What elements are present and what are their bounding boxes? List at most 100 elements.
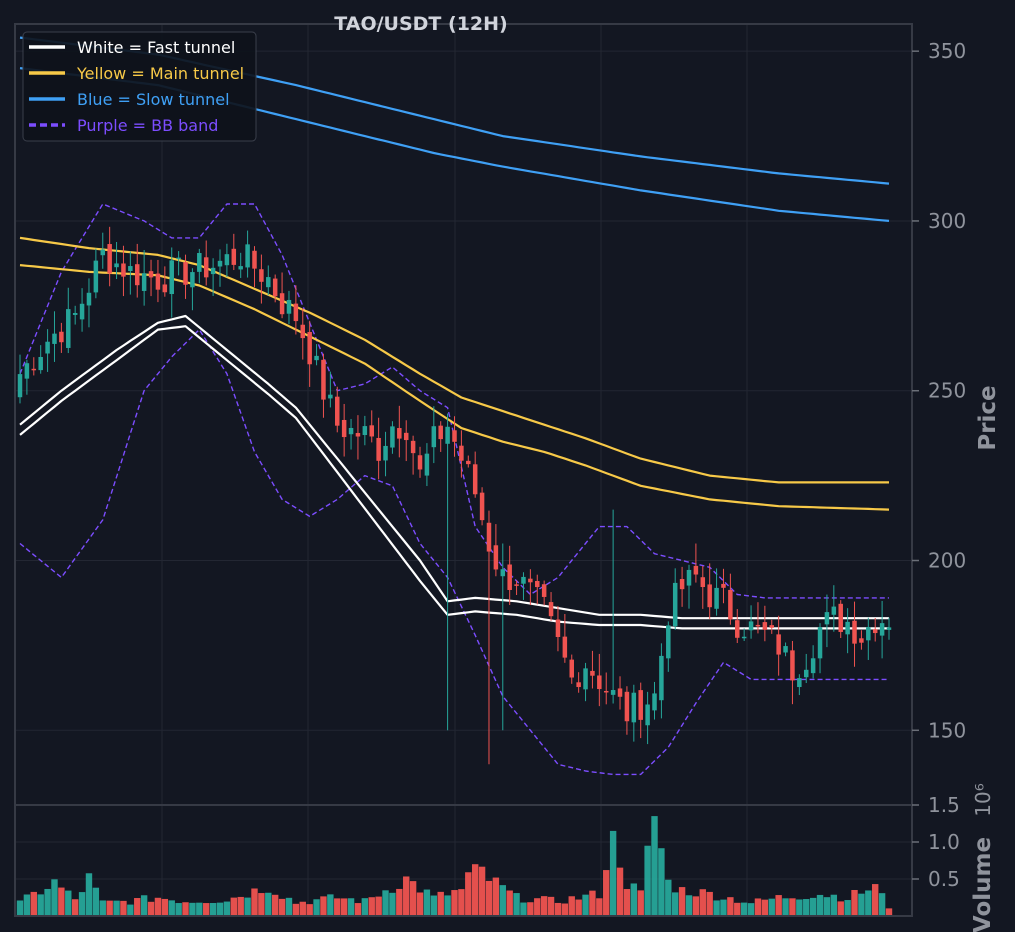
volume-bar <box>113 900 120 916</box>
candle-body <box>790 650 795 681</box>
legend-label: Yellow = Main tunnel <box>76 64 244 83</box>
candle-body <box>128 266 133 272</box>
volume-bar <box>582 894 589 916</box>
volume-bar <box>734 902 741 916</box>
candle-body <box>31 368 37 371</box>
volume-tick-label: 0.5 <box>928 867 960 891</box>
candle-body <box>514 584 519 586</box>
candle-body <box>493 545 499 570</box>
volume-bar <box>485 880 493 916</box>
candle-body <box>755 624 761 627</box>
price-tick-label: 300 <box>928 209 966 233</box>
volume-tick-label: 1.5 <box>928 793 960 817</box>
volume-bar <box>375 896 382 916</box>
volume-bar <box>720 899 727 916</box>
volume-bar <box>58 887 65 916</box>
volume-bar <box>320 896 327 916</box>
candle-body <box>472 464 478 495</box>
volume-bar <box>747 903 755 916</box>
candle-body <box>217 260 223 267</box>
volume-bar <box>51 879 58 916</box>
volume-bar <box>354 903 362 916</box>
volume-bar <box>803 899 810 916</box>
price-axis-label: Price <box>975 385 1001 450</box>
volume-bar <box>609 830 617 916</box>
candle-body <box>24 363 30 379</box>
candle-body <box>838 603 843 632</box>
candle-body <box>500 569 506 577</box>
volume-bar <box>196 902 203 916</box>
candle-body <box>762 622 768 630</box>
volume-bar <box>65 890 72 916</box>
volume-bar <box>271 894 279 916</box>
candle-body <box>617 688 623 697</box>
volume-bar <box>740 902 748 916</box>
candle-body <box>17 374 23 398</box>
candle-body <box>652 693 657 711</box>
volume-bar <box>775 895 782 916</box>
candle-body <box>479 492 485 521</box>
volume-bar <box>285 897 293 916</box>
volume-bar <box>789 898 796 916</box>
candle-body <box>79 303 85 320</box>
candle-body <box>45 341 50 354</box>
candle-body <box>224 254 230 266</box>
volume-bars <box>16 816 893 916</box>
candle-body <box>335 396 340 426</box>
volume-bar <box>478 866 486 916</box>
candle-body <box>438 425 443 440</box>
volume-bar <box>23 894 31 916</box>
volume-bar <box>299 901 306 916</box>
candle-body <box>231 248 237 265</box>
candle-body <box>769 625 775 628</box>
candle-body <box>452 430 457 442</box>
volume-bar <box>823 897 831 916</box>
volume-bar <box>506 890 513 916</box>
candle-body <box>100 249 106 256</box>
volume-bar <box>430 895 438 916</box>
volume-bar <box>71 899 79 916</box>
volume-bar <box>230 897 238 916</box>
candle-body <box>397 428 402 439</box>
volume-bar <box>216 902 224 916</box>
price-tick-label: 150 <box>928 718 966 742</box>
candle-body <box>417 455 423 470</box>
candle-body <box>679 579 685 590</box>
volume-bar <box>830 894 838 916</box>
candle-body <box>583 668 588 690</box>
candle-body <box>721 583 726 588</box>
candle-body <box>445 426 450 444</box>
volume-bar <box>727 897 734 916</box>
legend: White = Fast tunnel Yellow = Main tunnel B… <box>22 31 257 142</box>
candle-body <box>590 670 595 676</box>
volume-bar <box>409 881 417 916</box>
volume-bar <box>809 897 817 916</box>
volume-bar <box>347 898 355 916</box>
volume-bar <box>382 890 389 916</box>
candle-body <box>666 625 671 659</box>
volume-bar <box>85 873 93 916</box>
candle-body <box>845 621 850 635</box>
volume-bar <box>340 898 348 916</box>
volume-bar <box>423 889 431 916</box>
volume-bar <box>754 898 762 916</box>
candle-body <box>307 332 312 365</box>
volume-bar <box>878 893 886 916</box>
volume-bar <box>368 897 375 916</box>
candle-body <box>748 621 754 631</box>
volume-bar <box>596 898 603 916</box>
candle-body <box>859 638 864 643</box>
candle-body <box>279 293 285 315</box>
volume-bar <box>327 894 334 916</box>
volume-bar <box>699 889 706 916</box>
candle-body <box>203 257 209 278</box>
volume-bar <box>678 887 686 916</box>
axes-frames <box>14 23 913 917</box>
volume-bar <box>99 900 106 916</box>
candle-body <box>272 278 278 297</box>
candle-body <box>369 425 374 437</box>
volume-bar <box>616 867 624 916</box>
candle-body <box>735 620 740 638</box>
candle-body <box>852 620 857 644</box>
